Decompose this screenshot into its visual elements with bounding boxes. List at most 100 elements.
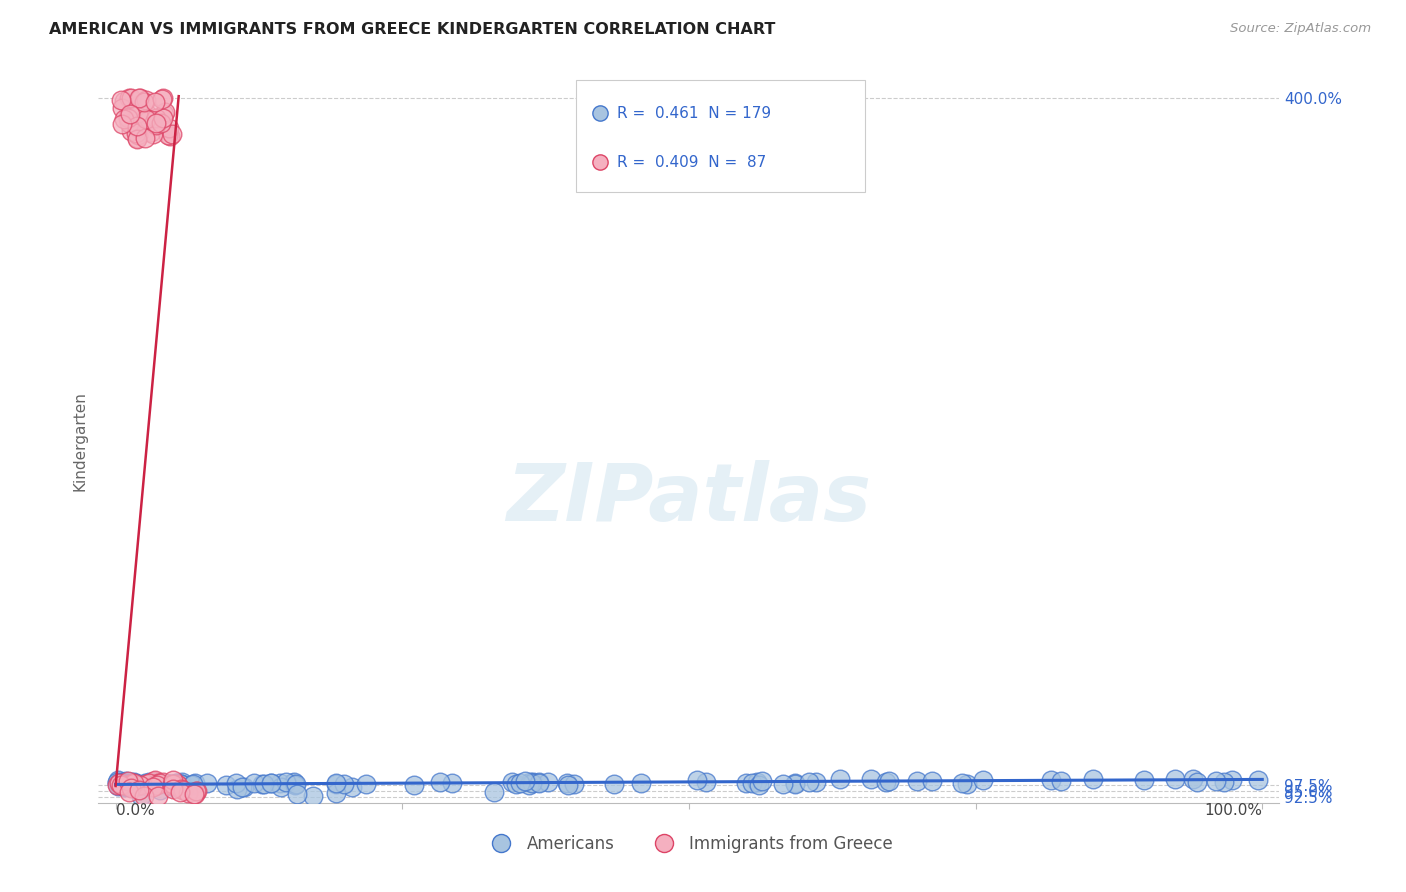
Point [302,789,325,804]
Point [142,780,165,794]
Point [169,785,191,799]
Point [143,95,166,109]
Point [562,777,585,791]
Point [112,779,135,793]
Point [1083,772,1105,787]
Point [354,777,377,791]
Point [956,776,979,790]
Point [537,774,560,789]
Point [124,776,146,790]
Point [153,107,176,121]
Point [149,775,172,789]
Point [118,775,141,789]
Point [135,112,157,126]
Point [114,776,136,790]
Point [751,774,773,789]
Point [242,776,264,790]
Point [280,776,302,790]
Text: 100.0%: 100.0% [1205,804,1263,819]
Point [157,120,180,135]
Point [121,778,143,792]
Point [260,775,283,789]
Point [110,93,132,107]
Point [1220,772,1243,787]
Point [112,775,135,789]
Point [146,778,169,792]
Point [170,777,193,791]
Point [167,780,190,794]
Point [118,91,141,105]
Point [1182,772,1205,787]
Point [165,776,187,790]
Point [122,777,145,791]
Point [124,778,146,792]
Point [252,777,274,791]
Point [118,785,141,799]
Point [110,775,132,789]
Point [114,778,136,792]
Point [522,776,544,790]
Point [117,778,139,792]
Point [163,778,186,792]
Point [128,778,150,792]
Point [117,779,139,793]
Point [134,789,156,803]
Point [117,778,139,792]
Point [859,772,882,787]
Point [163,780,186,795]
Point [159,778,181,792]
Point [145,777,167,791]
Point [114,94,136,108]
Point [138,775,160,789]
Point [1247,773,1270,788]
Point [107,777,129,791]
Point [950,776,973,790]
Point [105,776,128,790]
Point [120,777,142,791]
Point [333,777,356,791]
Point [145,112,167,126]
Point [115,776,138,790]
Point [157,777,180,791]
Point [125,779,148,793]
Point [107,776,129,790]
Point [225,781,247,796]
Point [527,774,550,789]
Point [921,774,943,789]
Point [149,783,172,797]
Point [783,776,806,790]
Point [630,775,652,789]
Point [128,782,150,797]
Point [114,777,136,791]
Point [875,774,897,789]
Point [745,775,768,789]
Point [284,778,307,792]
Point [135,777,157,791]
Point [513,773,536,788]
Point [117,775,139,789]
Point [138,775,160,789]
Point [122,775,145,789]
Point [260,776,283,790]
Point [283,774,305,789]
Point [183,787,205,801]
Point [166,778,188,792]
Point [160,777,183,791]
Point [117,779,139,793]
Point [285,787,308,801]
Point [482,785,505,799]
Point [195,776,218,790]
Point [177,786,200,800]
Point [183,788,205,802]
Point [429,774,451,789]
Point [152,112,174,126]
Point [441,776,464,790]
Point [138,779,160,793]
Point [143,776,166,790]
Point [1164,772,1187,787]
Point [139,125,162,139]
Point [522,775,544,789]
Point [231,780,253,794]
Point [527,776,550,790]
Point [121,776,143,790]
